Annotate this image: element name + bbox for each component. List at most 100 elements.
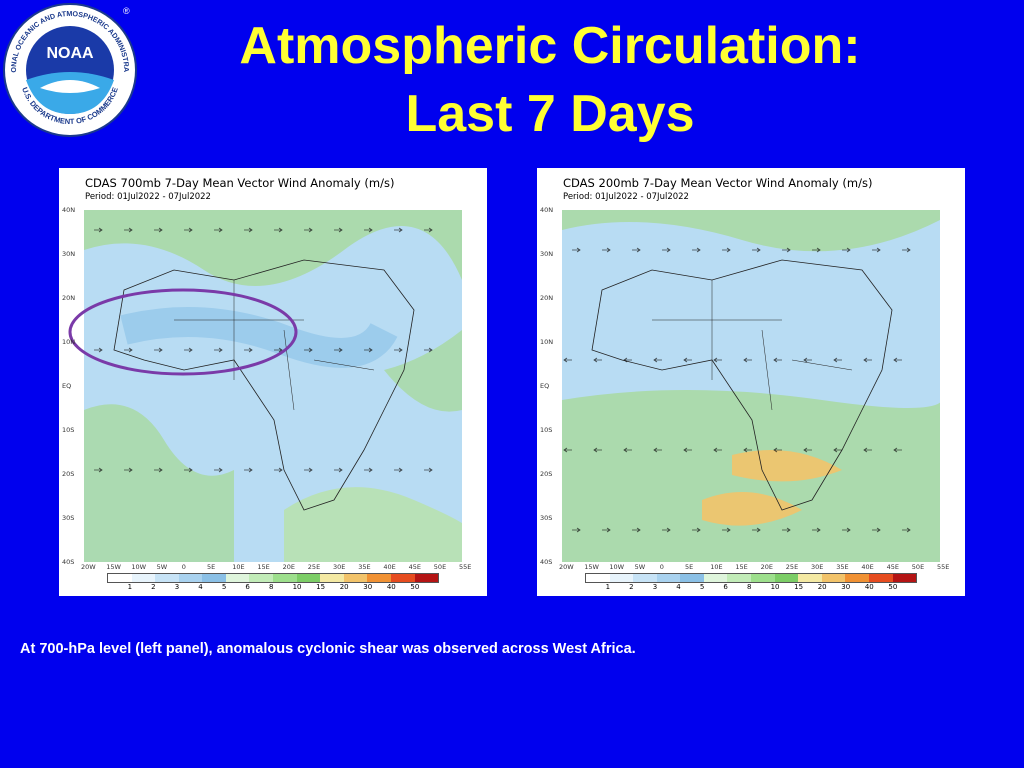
longitude-label: 45E bbox=[408, 563, 421, 571]
longitude-label: 0 bbox=[659, 563, 664, 571]
colorbar-label: 10 bbox=[292, 583, 302, 591]
longitude-label: 30E bbox=[811, 563, 824, 571]
colorbar-swatch bbox=[390, 574, 415, 582]
colorbar-label: 3 bbox=[174, 583, 180, 591]
colorbar-swatch bbox=[343, 574, 368, 582]
latitude-label: 40S bbox=[62, 558, 75, 566]
longitude-label: 50E bbox=[911, 563, 925, 571]
longitude-label: 5W bbox=[156, 563, 168, 571]
colorbar-swatch bbox=[225, 574, 250, 582]
latitude-label: EQ bbox=[540, 382, 550, 390]
colorbar-label: 15 bbox=[316, 583, 326, 591]
colorbar-label: 40 bbox=[864, 583, 874, 591]
longitude-label: 55E bbox=[459, 563, 472, 571]
longitude-label: 50E bbox=[433, 563, 447, 571]
colorbar-swatch bbox=[845, 574, 869, 582]
colorbar-swatch bbox=[892, 574, 917, 582]
latitude-label: 10N bbox=[62, 338, 76, 346]
colorbar-label: 3 bbox=[652, 583, 658, 591]
longitude-label: 15W bbox=[106, 563, 121, 571]
colorbar-label: 6 bbox=[723, 583, 728, 591]
colorbar-swatch bbox=[633, 574, 657, 582]
slide-title: Atmospheric Circulation: bbox=[239, 17, 861, 75]
colorbar-swatch bbox=[703, 574, 728, 582]
colorbar bbox=[107, 573, 439, 583]
colorbar-swatch bbox=[202, 574, 226, 582]
longitude-label: 30E bbox=[333, 563, 346, 571]
latitude-label: 20N bbox=[540, 294, 554, 302]
latitude-label: 10S bbox=[62, 426, 75, 434]
colorbar-label: 5 bbox=[221, 583, 227, 591]
longitude-label: 15W bbox=[584, 563, 599, 571]
colorbar-label: 40 bbox=[386, 583, 396, 591]
colorbar-label: 4 bbox=[198, 583, 203, 591]
colorbar-label: 20 bbox=[339, 583, 349, 591]
longitude-label: 5E bbox=[207, 563, 216, 571]
longitude-label: 10W bbox=[609, 563, 625, 571]
colorbar-label: 1 bbox=[127, 583, 133, 591]
colorbar-label: 8 bbox=[269, 583, 274, 591]
colorbar-label: 5 bbox=[699, 583, 705, 591]
longitude-label: 20W bbox=[559, 563, 574, 571]
longitude-label: 10E bbox=[710, 563, 723, 571]
colorbar-swatch bbox=[821, 574, 846, 582]
colorbar-swatch bbox=[586, 574, 610, 582]
colorbar-swatch bbox=[680, 574, 704, 582]
longitude-label: 20W bbox=[81, 563, 96, 571]
wind-map-700mb bbox=[84, 210, 462, 562]
latitude-label: 40N bbox=[540, 206, 554, 214]
latitude-label: 30S bbox=[62, 514, 75, 522]
panel-period: Period: 01Jul2022 - 07Jul2022 bbox=[563, 192, 689, 202]
longitude-label: 55E bbox=[937, 563, 950, 571]
longitude-label: 10W bbox=[131, 563, 147, 571]
longitude-label: 35E bbox=[836, 563, 849, 571]
colorbar-swatch bbox=[367, 574, 391, 582]
colorbar-label: 15 bbox=[794, 583, 804, 591]
registered-mark: ® bbox=[123, 6, 130, 16]
colorbar-swatch bbox=[249, 574, 274, 582]
wind-vectors bbox=[94, 227, 433, 473]
longitude-label: 5W bbox=[634, 563, 646, 571]
panel-title: CDAS 700mb 7-Day Mean Vector Wind Anomal… bbox=[85, 176, 395, 190]
colorbar-swatch bbox=[774, 574, 799, 582]
longitude-label: 5E bbox=[685, 563, 694, 571]
latitude-label: 30N bbox=[62, 250, 76, 258]
cyclonic-shear-highlight bbox=[68, 288, 298, 376]
longitude-label: 15E bbox=[735, 563, 748, 571]
latitude-label: 20S bbox=[540, 470, 553, 478]
colorbar-label: 2 bbox=[629, 583, 634, 591]
colorbar-label: 30 bbox=[841, 583, 851, 591]
longitude-label: 35E bbox=[358, 563, 371, 571]
latitude-label: 40N bbox=[62, 206, 76, 214]
colorbar-swatch bbox=[609, 574, 634, 582]
colorbar-swatch bbox=[656, 574, 681, 582]
panel-period: Period: 01Jul2022 - 07Jul2022 bbox=[85, 192, 211, 202]
colorbar-label: 30 bbox=[363, 583, 373, 591]
longitude-label: 40E bbox=[861, 563, 874, 571]
latitude-label: EQ bbox=[62, 382, 72, 390]
longitude-label: 10E bbox=[232, 563, 245, 571]
colorbar-swatch bbox=[414, 574, 439, 582]
wind-anomaly-200mb-panel: CDAS 200mb 7-Day Mean Vector Wind Anomal… bbox=[537, 168, 965, 596]
noaa-logo: NOAA NATIONAL OCEANIC AND ATMOSPHERIC AD… bbox=[0, 0, 138, 138]
colorbar-swatch bbox=[296, 574, 321, 582]
colorbar-swatch bbox=[273, 574, 297, 582]
colorbar bbox=[585, 573, 917, 583]
wind-vectors bbox=[563, 247, 911, 533]
panel-title: CDAS 200mb 7-Day Mean Vector Wind Anomal… bbox=[563, 176, 873, 190]
latitude-label: 20N bbox=[62, 294, 76, 302]
latitude-label: 40S bbox=[540, 558, 553, 566]
colorbar-swatch bbox=[155, 574, 179, 582]
colorbar-label: 2 bbox=[151, 583, 156, 591]
colorbar-label: 10 bbox=[770, 583, 780, 591]
colorbar-swatch bbox=[798, 574, 822, 582]
colorbar-label: 50 bbox=[888, 583, 898, 591]
longitude-label: 25E bbox=[785, 563, 799, 571]
logo-text: NOAA bbox=[46, 45, 94, 62]
longitude-label: 20E bbox=[760, 563, 773, 571]
latitude-label: 30S bbox=[540, 514, 553, 522]
colorbar-swatch bbox=[131, 574, 156, 582]
colorbar-label: 4 bbox=[676, 583, 681, 591]
colorbar-swatch bbox=[178, 574, 203, 582]
colorbar-label: 8 bbox=[747, 583, 752, 591]
